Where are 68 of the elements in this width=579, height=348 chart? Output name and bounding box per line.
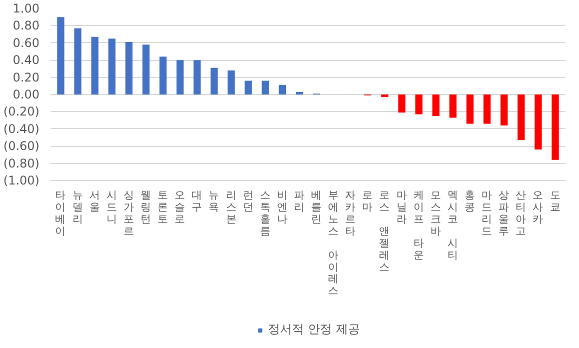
bar [534, 94, 542, 150]
bar [228, 70, 235, 94]
y-tick-label: 0.60 [12, 36, 40, 50]
x-tick-label: 타이베이 [55, 188, 66, 238]
bar [518, 94, 525, 140]
x-tick-label: 뉴델리 [72, 188, 84, 226]
x-tick-label: 싱가포르 [123, 188, 134, 238]
bar [244, 80, 252, 94]
x-tick-label: 홍콩 [464, 188, 476, 214]
bar [142, 44, 150, 94]
bar [398, 94, 406, 113]
bar [466, 94, 474, 124]
x-tick-label: 산티아고 [516, 188, 527, 238]
x-tick-label: 런던 [242, 188, 254, 214]
x-tick-label: 베를린 [311, 188, 322, 226]
x-tick-label: 파리 [294, 188, 305, 214]
x-tick-label: 자카르타 [345, 188, 356, 238]
x-tick-label: 상파울루 [498, 188, 510, 238]
x-tick-label: 로스 앤젤레스 [379, 188, 390, 274]
y-tick-label: (0.80) [3, 156, 40, 170]
x-tick-label: 도쿄 [550, 188, 561, 214]
bar [210, 68, 218, 94]
bar [176, 60, 184, 94]
y-tick-label: 0.20 [12, 70, 40, 84]
x-tick-label: 마드리드 [482, 188, 493, 238]
x-tick-label: 모스크바 [430, 188, 442, 238]
bar [449, 94, 457, 118]
x-tick-label: 서울 [89, 188, 100, 214]
y-tick-label: (0.40) [3, 122, 40, 136]
x-tick-label: 오슬로 [174, 188, 186, 226]
bar [74, 28, 82, 94]
x-tick-label: 웰링턴 [140, 188, 152, 226]
y-tick-label: 0.00 [12, 88, 40, 102]
bar [415, 94, 422, 114]
bar [57, 17, 64, 94]
y-tick-label: 0.80 [12, 18, 40, 33]
bar [278, 85, 286, 94]
x-tick-label: 리스본 [226, 188, 237, 226]
y-tick-label: 0.40 [12, 53, 40, 68]
x-tick-label: 부에노스 아이레스 [328, 188, 340, 298]
bar [194, 60, 201, 94]
x-tick-label: 대구 [192, 188, 203, 214]
bar [296, 92, 304, 94]
x-tick-label: 오사카 [532, 188, 544, 226]
x-tick-label: 케이프 타운 [413, 188, 424, 262]
bar [432, 94, 440, 116]
bar [108, 38, 116, 94]
bar [500, 94, 508, 126]
bar [552, 94, 559, 160]
y-tick-label: (0.20) [3, 104, 40, 119]
bar [125, 42, 133, 94]
x-tick-label: 마닐라 [396, 188, 408, 226]
x-tick-label: 비엔나 [276, 188, 288, 226]
bar [91, 36, 98, 94]
y-tick-label: (0.60) [3, 139, 40, 154]
bar [159, 56, 167, 94]
x-tick-label: 뉴욕 [208, 188, 220, 214]
x-tick-label: 시드니 [106, 188, 118, 226]
bar [483, 94, 491, 124]
bar [262, 80, 269, 94]
x-tick-label: 로마 [362, 188, 374, 214]
x-tick-label: 멕시코 시티 [447, 188, 458, 262]
y-tick-label: 1.00 [12, 2, 40, 16]
x-tick-label: 토론토 [158, 188, 169, 226]
x-tick-label: 스톡홀름 [260, 188, 271, 238]
legend-label: 정서적 안정 제공 [268, 321, 360, 338]
y-tick-label: (1.00) [3, 174, 40, 188]
bar [381, 94, 388, 98]
